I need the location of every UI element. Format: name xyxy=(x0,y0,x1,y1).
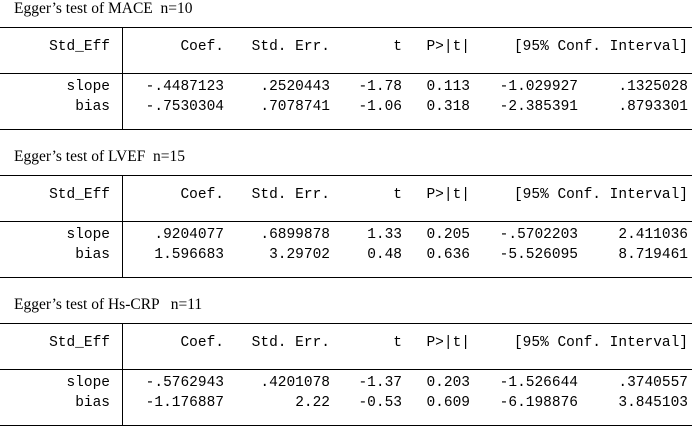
cell-coef: .9204077 xyxy=(154,227,224,243)
cell-ci-lower: -6.198876 xyxy=(499,395,578,411)
table-title: Egger’s test of MACE n=10 xyxy=(14,0,193,17)
cell-t: -1.06 xyxy=(358,99,402,115)
header-coef: Coef. xyxy=(180,335,224,351)
cell-ci-upper: 2.411036 xyxy=(618,227,688,243)
header-rule xyxy=(0,73,692,74)
cell-p-value: 0.318 xyxy=(426,99,470,115)
cell-t: 0.48 xyxy=(367,247,402,263)
header-coef: Coef. xyxy=(180,187,224,203)
header-conf-interval: [95% Conf. Interval] xyxy=(513,187,688,203)
cell-coef: -.5762943 xyxy=(145,375,224,391)
cell-ci-lower: -.5702203 xyxy=(499,227,578,243)
cell-std-eff: bias xyxy=(75,99,110,115)
header-t: t xyxy=(393,187,402,203)
bottom-rule xyxy=(0,129,692,130)
table-title: Egger’s test of Hs-CRP n=11 xyxy=(14,296,203,313)
header-std-eff: Std_Eff xyxy=(49,39,110,55)
cell-ci-upper: .1325028 xyxy=(618,79,688,95)
cell-std-err: .6899878 xyxy=(260,227,330,243)
header-std-err: Std. Err. xyxy=(251,39,330,55)
cell-coef: -1.176887 xyxy=(145,395,224,411)
header-coef: Coef. xyxy=(180,39,224,55)
cell-ci-lower: -2.385391 xyxy=(499,99,578,115)
cell-p-value: 0.113 xyxy=(426,79,470,95)
cell-ci-lower: -5.526095 xyxy=(499,247,578,263)
cell-std-eff: bias xyxy=(75,395,110,411)
cell-t: -1.37 xyxy=(358,375,402,391)
cell-std-eff: slope xyxy=(66,79,110,95)
header-rule xyxy=(0,369,692,370)
cell-ci-upper: .8793301 xyxy=(618,99,688,115)
cell-ci-upper: 3.845103 xyxy=(618,395,688,411)
cell-p-value: 0.609 xyxy=(426,395,470,411)
header-std-err: Std. Err. xyxy=(251,187,330,203)
header-t: t xyxy=(393,39,402,55)
table-title: Egger’s test of LVEF n=15 xyxy=(14,148,186,165)
cell-std-eff: bias xyxy=(75,247,110,263)
cell-t: -1.78 xyxy=(358,79,402,95)
header-t: t xyxy=(393,335,402,351)
column-divider xyxy=(122,323,123,425)
cell-ci-lower: -1.526644 xyxy=(499,375,578,391)
cell-ci-lower: -1.029927 xyxy=(499,79,578,95)
cell-p-value: 0.205 xyxy=(426,227,470,243)
header-conf-interval: [95% Conf. Interval] xyxy=(513,39,688,55)
top-rule xyxy=(0,323,692,324)
cell-coef: -.7530304 xyxy=(145,99,224,115)
cell-t: 1.33 xyxy=(367,227,402,243)
cell-t: -0.53 xyxy=(358,395,402,411)
cell-coef: 1.596683 xyxy=(154,247,224,263)
column-divider xyxy=(122,175,123,277)
cell-p-value: 0.636 xyxy=(426,247,470,263)
header-p-value: P>|t| xyxy=(426,39,470,55)
top-rule xyxy=(0,175,692,176)
header-conf-interval: [95% Conf. Interval] xyxy=(513,335,688,351)
cell-coef: -.4487123 xyxy=(145,79,224,95)
cell-p-value: 0.203 xyxy=(426,375,470,391)
bottom-rule xyxy=(0,425,692,426)
cell-std-err: .4201078 xyxy=(260,375,330,391)
cell-std-err: .7078741 xyxy=(260,99,330,115)
cell-std-eff: slope xyxy=(66,227,110,243)
header-std-err: Std. Err. xyxy=(251,335,330,351)
header-rule xyxy=(0,221,692,222)
bottom-rule xyxy=(0,277,692,278)
column-divider xyxy=(122,27,123,129)
cell-std-err: 3.29702 xyxy=(269,247,330,263)
cell-std-eff: slope xyxy=(66,375,110,391)
cell-std-err: 2.22 xyxy=(295,395,330,411)
top-rule xyxy=(0,27,692,28)
cell-std-err: .2520443 xyxy=(260,79,330,95)
header-std-eff: Std_Eff xyxy=(49,335,110,351)
cell-ci-upper: .3740557 xyxy=(618,375,688,391)
header-p-value: P>|t| xyxy=(426,335,470,351)
header-p-value: P>|t| xyxy=(426,187,470,203)
cell-ci-upper: 8.719461 xyxy=(618,247,688,263)
header-std-eff: Std_Eff xyxy=(49,187,110,203)
